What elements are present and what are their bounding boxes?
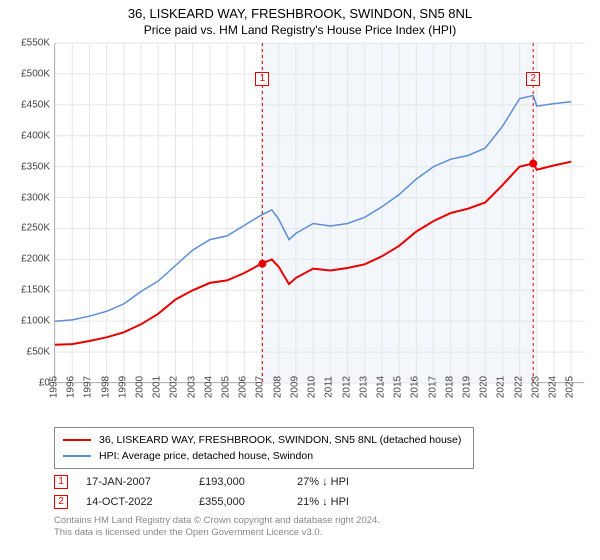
y-tick-label: £350K xyxy=(21,161,50,172)
event-row: 2 14-OCT-2022 £355,000 21% ↓ HPI xyxy=(54,495,590,509)
x-tick-label: 2002 xyxy=(169,376,180,398)
x-tick-label: 2000 xyxy=(135,376,146,398)
y-tick-label: £550K xyxy=(21,38,50,49)
footer: Contains HM Land Registry data © Crown c… xyxy=(54,515,590,540)
x-tick-label: 2020 xyxy=(479,376,490,398)
event-date: 14-OCT-2022 xyxy=(86,496,181,508)
x-tick-label: 2024 xyxy=(548,376,559,398)
x-tick-label: 2006 xyxy=(238,376,249,398)
x-tick-label: 2001 xyxy=(152,376,163,398)
event-marker: 1 xyxy=(54,475,68,489)
chart-marker: 1 xyxy=(255,72,269,86)
x-tick-label: 2011 xyxy=(324,376,335,398)
legend-item: HPI: Average price, detached house, Swin… xyxy=(63,448,465,464)
y-tick-label: £100K xyxy=(21,316,50,327)
x-tick-label: 2008 xyxy=(272,376,283,398)
event-row: 1 17-JAN-2007 £193,000 27% ↓ HPI xyxy=(54,475,590,489)
x-tick-label: 2023 xyxy=(530,376,541,398)
chart: £0£50K£100K£150K£200K£250K£300K£350K£400… xyxy=(10,43,590,423)
chart-svg xyxy=(55,43,585,383)
x-tick-label: 2003 xyxy=(186,376,197,398)
event-delta: 21% ↓ HPI xyxy=(297,496,387,508)
x-tick-label: 2009 xyxy=(289,376,300,398)
x-tick-label: 2013 xyxy=(358,376,369,398)
x-tick-label: 2021 xyxy=(496,376,507,398)
x-tick-label: 1995 xyxy=(49,376,60,398)
footer-line: This data is licensed under the Open Gov… xyxy=(54,527,590,539)
x-tick-label: 2010 xyxy=(307,376,318,398)
x-tick-label: 2005 xyxy=(221,376,232,398)
event-marker: 2 xyxy=(54,495,68,509)
legend-swatch xyxy=(63,439,91,441)
x-tick-label: 2022 xyxy=(513,376,524,398)
x-tick-label: 2025 xyxy=(565,376,576,398)
chart-marker: 2 xyxy=(526,72,540,86)
y-tick-label: £200K xyxy=(21,254,50,265)
y-tick-label: £450K xyxy=(21,99,50,110)
page-subtitle: Price paid vs. HM Land Registry's House … xyxy=(10,23,590,37)
event-list: 1 17-JAN-2007 £193,000 27% ↓ HPI 2 14-OCT-202… xyxy=(54,475,590,509)
x-tick-label: 1999 xyxy=(117,376,128,398)
x-tick-label: 1996 xyxy=(66,376,77,398)
legend-item: 36, LISKEARD WAY, FRESHBROOK, SWINDON, S… xyxy=(63,432,465,448)
x-tick-label: 2004 xyxy=(203,376,214,398)
x-tick-label: 2019 xyxy=(461,376,472,398)
legend-label: 36, LISKEARD WAY, FRESHBROOK, SWINDON, S… xyxy=(99,434,461,446)
legend: 36, LISKEARD WAY, FRESHBROOK, SWINDON, S… xyxy=(54,427,474,469)
x-tick-label: 2007 xyxy=(255,376,266,398)
y-tick-label: £150K xyxy=(21,285,50,296)
y-tick-label: £300K xyxy=(21,192,50,203)
footer-line: Contains HM Land Registry data © Crown c… xyxy=(54,515,590,527)
x-tick-label: 2012 xyxy=(341,376,352,398)
event-delta: 27% ↓ HPI xyxy=(297,476,387,488)
x-tick-label: 2014 xyxy=(375,376,386,398)
event-price: £193,000 xyxy=(199,476,279,488)
y-tick-label: £400K xyxy=(21,130,50,141)
x-axis: 1995199619971998199920002001200220032004… xyxy=(54,383,584,423)
x-tick-label: 2016 xyxy=(410,376,421,398)
x-tick-label: 2017 xyxy=(427,376,438,398)
x-tick-label: 1997 xyxy=(83,376,94,398)
plot-area: 12 xyxy=(54,43,584,383)
y-axis: £0£50K£100K£150K£200K£250K£300K£350K£400… xyxy=(10,43,54,383)
event-date: 17-JAN-2007 xyxy=(86,476,181,488)
x-tick-label: 2018 xyxy=(444,376,455,398)
page-title: 36, LISKEARD WAY, FRESHBROOK, SWINDON, S… xyxy=(10,6,590,21)
x-tick-label: 2015 xyxy=(393,376,404,398)
y-tick-label: £250K xyxy=(21,223,50,234)
y-tick-label: £500K xyxy=(21,68,50,79)
y-tick-label: £50K xyxy=(27,347,50,358)
legend-swatch xyxy=(63,455,91,457)
x-tick-label: 1998 xyxy=(100,376,111,398)
event-price: £355,000 xyxy=(199,496,279,508)
legend-label: HPI: Average price, detached house, Swin… xyxy=(99,450,313,462)
